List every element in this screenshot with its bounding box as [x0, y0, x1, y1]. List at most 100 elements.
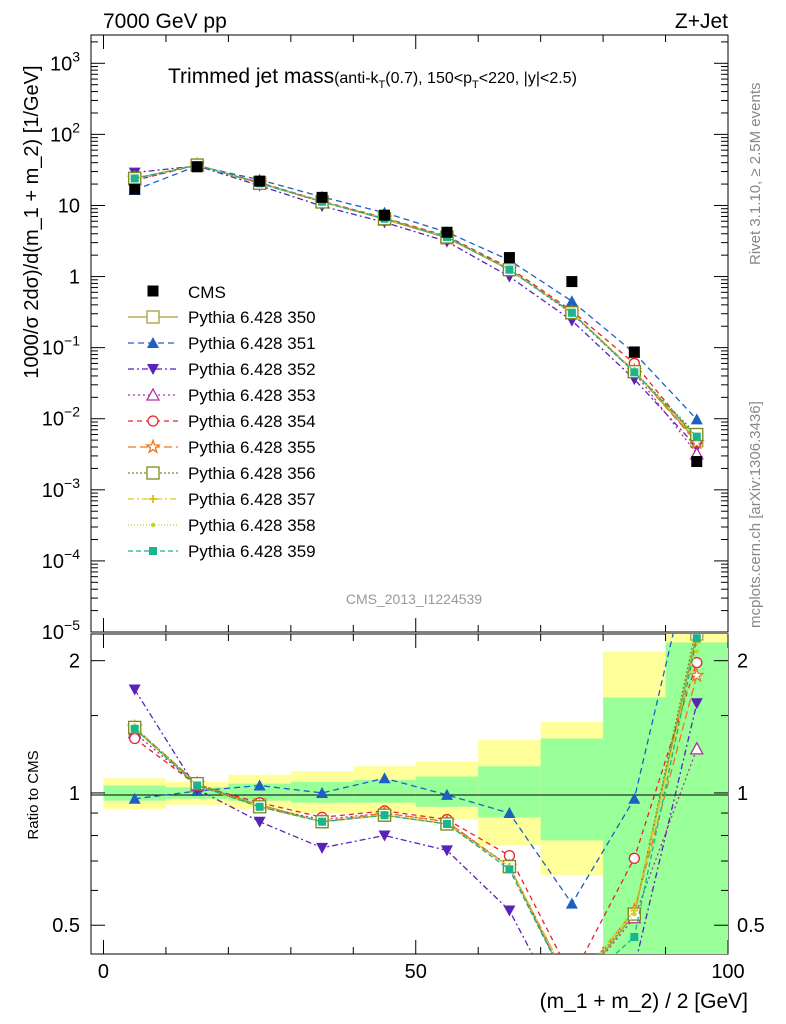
rivet-label: Rivet 3.1.10, ≥ 2.5M events	[747, 83, 764, 266]
ratio-y-tick-label: 0.5	[52, 915, 80, 937]
cms-data-points	[129, 161, 703, 468]
ratio-y-tick-label-right: 0.5	[737, 915, 765, 937]
header-left: 7000 GeV pp	[103, 10, 227, 33]
ratio-point	[691, 620, 703, 632]
cms-point	[628, 346, 640, 358]
legend-label: Pythia 6.428 354	[188, 412, 316, 431]
ratio-point	[193, 781, 202, 790]
y-tick-label: 1	[69, 267, 80, 289]
mc-point	[130, 174, 139, 183]
ratio-point	[440, 788, 453, 800]
cms-point	[503, 252, 515, 264]
ratio-point	[253, 779, 266, 791]
mc-point	[690, 413, 703, 425]
y-tick-label: 10−3	[42, 475, 80, 502]
mc-series-line	[134, 165, 698, 448]
ratio-point	[691, 527, 703, 538]
ratio-point	[129, 732, 141, 745]
ratio-y-tick-label: 2	[69, 651, 80, 673]
ratio-point	[630, 933, 639, 942]
ratio-band-1sigma	[665, 642, 728, 954]
cms-point	[191, 161, 203, 173]
ratio-point	[128, 684, 141, 696]
ratio-point	[316, 842, 329, 854]
ratio-series-line	[134, 634, 674, 905]
ratio-point	[380, 811, 389, 820]
cms-point	[254, 175, 266, 187]
legend-label: Pythia 6.428 359	[188, 542, 316, 561]
cms-point	[441, 226, 453, 238]
x-tick-label: 100	[711, 961, 744, 983]
legend-marker	[147, 364, 159, 375]
cms-point	[316, 191, 328, 203]
legend-label: Pythia 6.428 355	[188, 438, 316, 457]
legend-marker	[147, 285, 159, 297]
y-tick-label: 102	[50, 119, 80, 146]
ratio-series-line	[134, 689, 698, 954]
ratio-y-tick-label-right: 1	[737, 783, 748, 805]
legend-marker	[149, 547, 157, 555]
legend-marker	[149, 495, 157, 503]
main-panel-frame	[90, 34, 729, 633]
ratio-point	[128, 792, 141, 804]
y-tick-label: 10−2	[42, 404, 80, 431]
ratio-point	[378, 772, 391, 784]
ratio-y-tick-label-right: 2	[737, 651, 748, 673]
legend-label: Pythia 6.428 356	[188, 464, 316, 483]
mc-series-line	[134, 165, 698, 420]
ratio-point	[565, 897, 578, 909]
y-tick-label: 10−4	[42, 546, 80, 573]
y-tick-label: 10	[58, 195, 80, 217]
ratio-y-tick-label: 1	[69, 783, 80, 805]
y-tick-label: 103	[50, 48, 80, 75]
legend-label: Pythia 6.428 358	[188, 516, 316, 535]
legend-marker	[145, 387, 161, 401]
ratio-point	[442, 819, 451, 828]
cms-point	[129, 183, 141, 195]
ratio-axis-ticks: 0.5 0.5 1 1 2 2	[52, 651, 765, 938]
plot-title: Trimmed jet mass(anti-kT(0.7), 150<pT<22…	[168, 65, 577, 91]
y-tick-label: 10−1	[42, 333, 80, 360]
x-tick-label: 0	[98, 961, 109, 983]
ratio-series-line	[134, 732, 698, 954]
ratio-series	[126, 527, 705, 974]
ratio-point	[318, 817, 327, 826]
ratio-point	[505, 865, 514, 874]
ratio-point	[378, 830, 391, 842]
ratio-point	[503, 905, 516, 917]
legend-label: Pythia 6.428 353	[188, 386, 316, 405]
ratio-point	[689, 741, 704, 755]
legend-label: Pythia 6.428 351	[188, 334, 316, 353]
mc-series-line	[134, 164, 698, 438]
mc-point	[505, 265, 514, 274]
ratio-point	[503, 807, 516, 819]
legend-label: Pythia 6.428 357	[188, 490, 316, 509]
mc-point	[565, 295, 578, 307]
ratio-series-line	[134, 662, 698, 954]
ratio-point	[632, 911, 637, 917]
legend-marker	[150, 522, 156, 528]
ratio-point	[130, 724, 139, 733]
legend-marker	[147, 337, 159, 348]
legend-marker	[146, 310, 160, 324]
cms-point	[691, 456, 703, 468]
legend-label: CMS	[188, 283, 226, 302]
y-axis-label-main: 1000/σ 2dσ)/d(m_1 + m_2) [1/GeV]	[21, 65, 43, 378]
legend-label: Pythia 6.428 350	[188, 308, 316, 327]
mc-point	[630, 368, 639, 377]
ratio-series-line	[134, 638, 698, 954]
y-axis-label-ratio: Ratio to CMS	[25, 750, 42, 839]
legend-marker	[146, 466, 160, 480]
mc-point	[567, 308, 576, 317]
legend-label: Pythia 6.428 352	[188, 360, 316, 379]
ratio-point	[628, 852, 640, 864]
ratio-point	[628, 792, 641, 804]
ratio-point	[255, 802, 264, 811]
ratio-point	[253, 816, 266, 828]
ratio-point	[694, 649, 699, 654]
ratio-point	[628, 963, 640, 974]
legend: CMS Pythia 6.428 350 Pythia 6.428 351 Pythi…	[128, 283, 316, 561]
y-tick-label: 10−5	[42, 617, 80, 644]
